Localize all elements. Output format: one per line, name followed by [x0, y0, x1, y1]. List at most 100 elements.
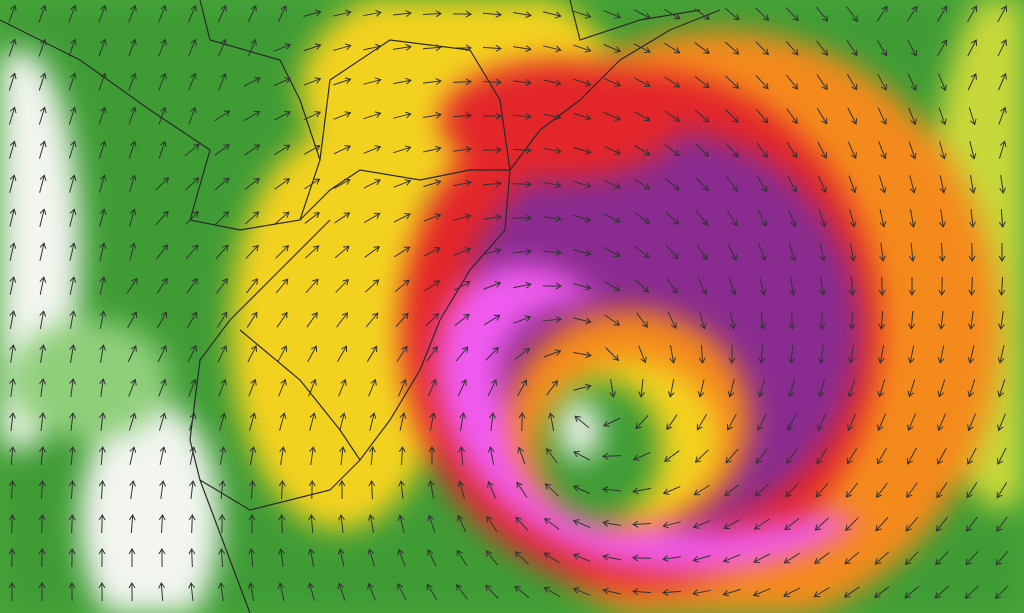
wind-arrow [908, 107, 917, 126]
wind-arrow-shaft [815, 6, 829, 22]
wind-arrow-head [696, 423, 703, 431]
wind-arrow-shaft [220, 548, 224, 568]
wind-arrow-shaft [189, 447, 195, 465]
wind-arrow-shaft [754, 518, 770, 530]
wind-arrow-shaft [787, 175, 797, 193]
wind-arrow-head [160, 4, 167, 12]
wind-arrow [157, 311, 168, 329]
wind-arrow-shaft [393, 12, 411, 16]
wind-arrow-shaft [846, 448, 858, 464]
wind-arrow [938, 242, 946, 262]
wind-arrow-head [465, 179, 472, 187]
wind-arrow [398, 446, 406, 466]
wind-arrow [787, 413, 797, 431]
wind-arrow-shaft [849, 209, 855, 227]
wind-arrow [514, 551, 529, 565]
wind-arrow-shaft [695, 210, 709, 226]
wind-arrow [69, 310, 77, 329]
wind-arrow-head [632, 487, 639, 495]
wind-arrow-head [68, 480, 76, 487]
wind-arrow-head [38, 548, 46, 555]
wind-arrow [247, 582, 255, 601]
wind-arrow-shaft [724, 7, 740, 21]
wind-arrow-head [9, 208, 17, 215]
wind-arrow-shaft [275, 278, 289, 294]
wind-arrow [304, 178, 321, 190]
wind-arrow-head [879, 255, 886, 262]
wind-arrow [155, 210, 169, 225]
wind-arrow-head [939, 221, 946, 228]
wind-arrow [68, 38, 77, 57]
wind-arrow-head [99, 412, 106, 419]
wind-arrow [126, 277, 138, 294]
wind-arrow-shaft [1000, 175, 1004, 193]
wind-arrow-shaft [543, 182, 561, 186]
wind-arrow-head [877, 357, 885, 364]
wind-arrow-head [312, 278, 319, 286]
wind-arrow-head [39, 378, 46, 385]
wind-arrow-shaft [610, 379, 614, 397]
wind-arrow [728, 277, 737, 296]
wind-arrow-shaft [482, 46, 502, 50]
wind-arrow-shaft [423, 214, 441, 222]
wind-arrow-head [817, 390, 825, 398]
wind-arrow [189, 480, 196, 499]
wind-arrow-shaft [969, 175, 975, 193]
wind-arrow-head [375, 43, 382, 51]
wind-arrow-shaft [514, 348, 530, 360]
wind-arrow [186, 311, 198, 328]
wind-arrow-head [435, 44, 442, 52]
wind-arrow-head [314, 43, 322, 50]
wind-arrow-shaft [303, 145, 321, 155]
wind-arrow-head [936, 491, 943, 499]
wind-arrow [185, 210, 199, 225]
wind-arrow-head [282, 244, 290, 252]
wind-arrow [216, 278, 228, 294]
wind-arrow-shaft [186, 312, 198, 328]
wind-arrow [512, 180, 532, 188]
wind-arrow [602, 452, 622, 460]
wind-arrow [757, 413, 767, 431]
wind-arrow [482, 44, 502, 52]
wind-arrow-shaft [544, 586, 560, 598]
wind-arrow-shaft [603, 417, 621, 427]
wind-arrow [995, 585, 1009, 600]
wind-arrow-head [99, 344, 107, 351]
wind-arrow-head [39, 140, 47, 148]
wind-arrow-shaft [218, 39, 226, 57]
wind-arrow [788, 310, 796, 330]
wind-arrow-head [547, 412, 555, 419]
wind-arrow [158, 378, 167, 397]
wind-arrow [98, 38, 107, 57]
wind-arrow-shaft [98, 73, 106, 91]
wind-arrow [423, 246, 441, 257]
wind-arrow-shaft [333, 78, 351, 86]
wind-arrow-head [343, 245, 350, 252]
wind-arrow [542, 316, 562, 323]
wind-arrow [98, 480, 106, 500]
wind-arrow-head [999, 187, 1007, 194]
wind-arrow-head [460, 378, 467, 386]
wind-arrow-head [160, 140, 167, 148]
wind-arrow [573, 248, 592, 257]
wind-arrow [666, 278, 678, 295]
wind-arrow-head [68, 514, 76, 521]
wind-arrow-shaft [273, 44, 291, 52]
wind-arrow [129, 208, 137, 227]
wind-arrow-head [367, 582, 374, 590]
wind-arrow [938, 73, 947, 92]
wind-arrow-shaft [422, 46, 442, 50]
wind-arrow-head [280, 378, 287, 386]
wind-arrow-shaft [603, 145, 621, 155]
wind-arrow [307, 548, 315, 567]
east-purple-core [740, 260, 860, 380]
wind-arrow-shaft [128, 107, 136, 125]
wind-arrow-shaft [910, 242, 914, 262]
wind-arrow [908, 141, 917, 160]
wind-arrow-shaft [397, 583, 407, 601]
wind-arrow-head [311, 345, 318, 352]
wind-arrow-shaft [938, 73, 946, 91]
wind-arrow-head [635, 422, 642, 430]
wind-arrow [725, 75, 740, 89]
wind-arrow-head [368, 446, 376, 453]
